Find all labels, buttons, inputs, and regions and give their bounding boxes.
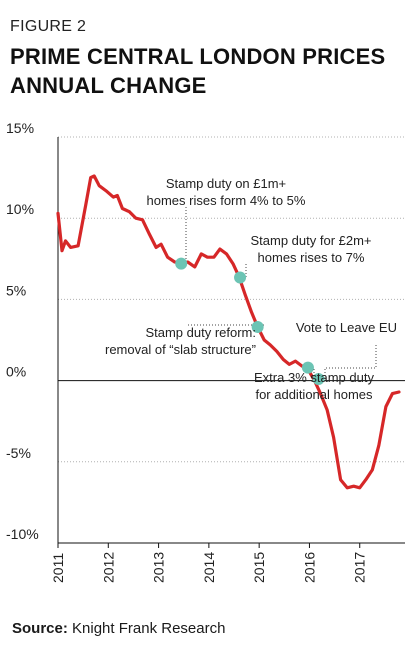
annotation-leader [324, 345, 377, 379]
x-axis-ticks: 2011 2012 2013 2014 2015 2016 2017 [50, 543, 368, 583]
series-line [56, 174, 401, 490]
annotation-leader [188, 324, 265, 328]
annotation-text: Extra 3% stamp duty [254, 370, 374, 385]
chart-title-line2: ANNUAL CHANGE [10, 73, 207, 98]
line-chart: 15%10%5%0%-5%-10% 2011 2012 2013 2014 2015 20… [6, 120, 405, 583]
y-tick-label: 0% [6, 364, 26, 380]
annotation-text: Stamp duty for £2m+ [250, 233, 371, 248]
x-tick-label: 2014 [201, 552, 217, 583]
y-axis-ticks: 15% 10% 5% 0% -5% -10% [6, 120, 39, 542]
annotation-text: homes rises to 7% [258, 250, 365, 265]
y-tick-label: 15% [6, 120, 34, 136]
y-tick-label: -5% [6, 445, 31, 461]
annotation-leaders [185, 207, 377, 379]
annotation-marker [312, 372, 325, 385]
annotation-text: Vote to Leave EU [296, 320, 397, 335]
x-tick-label: 2017 [352, 552, 368, 583]
annotation-text: Stamp duty reform: [145, 325, 256, 340]
x-tick-label: 2012 [100, 552, 116, 583]
source-note: Source: Knight Frank Research [12, 620, 225, 637]
y-tick-label: 5% [6, 282, 26, 298]
annotation-marker [301, 361, 314, 374]
x-tick-label: 2011 [50, 553, 66, 583]
chart-title: PRIME CENTRAL LONDON PRICES ANNUAL CHANG… [10, 42, 385, 100]
annotation-text: for additional homes [255, 387, 373, 402]
chart-title-line1: PRIME CENTRAL LONDON PRICES [10, 44, 386, 69]
series-line-layer [56, 174, 401, 490]
annotation-marker [175, 257, 188, 270]
annotation-text: Stamp duty on £1m+ [166, 176, 286, 191]
annotation-text: removal of “slab structure” [105, 342, 256, 357]
annotation-markers [175, 257, 325, 385]
source-text: Knight Frank Research [72, 620, 226, 637]
annotation-marker [234, 271, 247, 284]
annotation-text: homes rises form 4% to 5% [147, 193, 306, 208]
y-tick-label: -10% [6, 526, 39, 542]
annotation-marker [251, 321, 264, 334]
y-tick-label: 10% [6, 201, 34, 217]
source-label: Source: [12, 620, 68, 637]
x-tick-label: 2013 [151, 552, 167, 583]
x-tick-label: 2015 [251, 552, 267, 583]
grid-lines [58, 136, 405, 463]
axes [57, 137, 405, 544]
figure-label: FIGURE 2 [10, 18, 87, 35]
annotations: Stamp duty on £1m+ homes rises form 4% to… [105, 176, 397, 402]
x-tick-label: 2016 [301, 552, 317, 583]
